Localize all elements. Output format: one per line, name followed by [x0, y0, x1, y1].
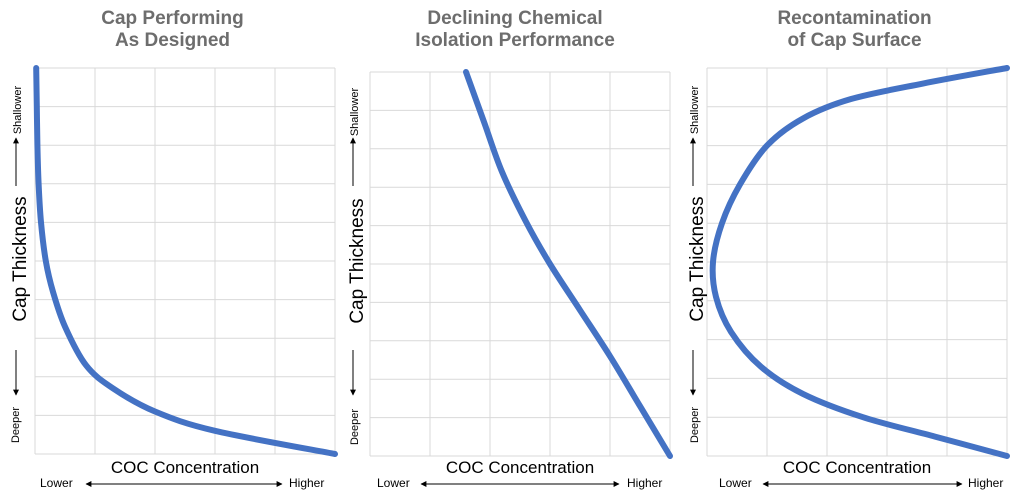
- x-low-label: Lower: [40, 476, 73, 490]
- chart-title-line-2: Isolation Performance: [415, 30, 615, 51]
- y-bottom-label: Deeper: [689, 406, 701, 444]
- plot-area: [690, 65, 1010, 487]
- x-high-label: Higher: [289, 476, 325, 490]
- chart-panel-recontamination: Recontamination of Cap Surface COC Conce…: [685, 0, 1024, 498]
- chart-title: Recontamination of Cap Surface: [685, 8, 1024, 52]
- chart-title-line-1: Cap Performing: [101, 8, 244, 29]
- y-top-label: Shallower: [689, 85, 701, 135]
- y-bottom-label: Deeper: [349, 408, 361, 446]
- chart-title-line-1: Recontamination: [777, 8, 932, 29]
- plot-area: [350, 69, 673, 487]
- x-high-label: Higher: [627, 476, 663, 490]
- y-top-label: Shallower: [349, 87, 361, 137]
- x-low-label: Lower: [377, 476, 410, 490]
- plot-area: [13, 65, 338, 487]
- y-top-label: Shallower: [12, 85, 24, 135]
- y-axis-label: Cap Thickness: [347, 198, 368, 324]
- x-axis-label: COC Concentration: [782, 458, 932, 477]
- x-low-label: Lower: [719, 476, 752, 490]
- x-high-label: Higher: [968, 476, 1004, 490]
- chart-panel-cap-performing: Cap Performing As Designed COC Concentra…: [0, 0, 345, 498]
- data-series-line: [463, 69, 673, 459]
- y-axis-label: Cap Thickness: [687, 196, 708, 322]
- y-bottom-label: Deeper: [10, 406, 22, 444]
- chart-title: Declining Chemical Isolation Performance: [345, 8, 685, 52]
- x-axis-label: COC Concentration: [110, 458, 260, 477]
- y-axis-label: Cap Thickness: [10, 196, 31, 322]
- chart-title-line-2: of Cap Surface: [787, 30, 922, 51]
- chart-title: Cap Performing As Designed: [0, 8, 345, 52]
- chart-panel-declining-isolation: Declining Chemical Isolation Performance…: [345, 0, 685, 498]
- data-series-line: [709, 65, 1010, 459]
- x-axis-label: COC Concentration: [445, 458, 595, 477]
- chart-title-line-2: As Designed: [114, 30, 231, 51]
- chart-title-line-1: Declining Chemical: [427, 8, 603, 29]
- data-series-line: [33, 65, 338, 457]
